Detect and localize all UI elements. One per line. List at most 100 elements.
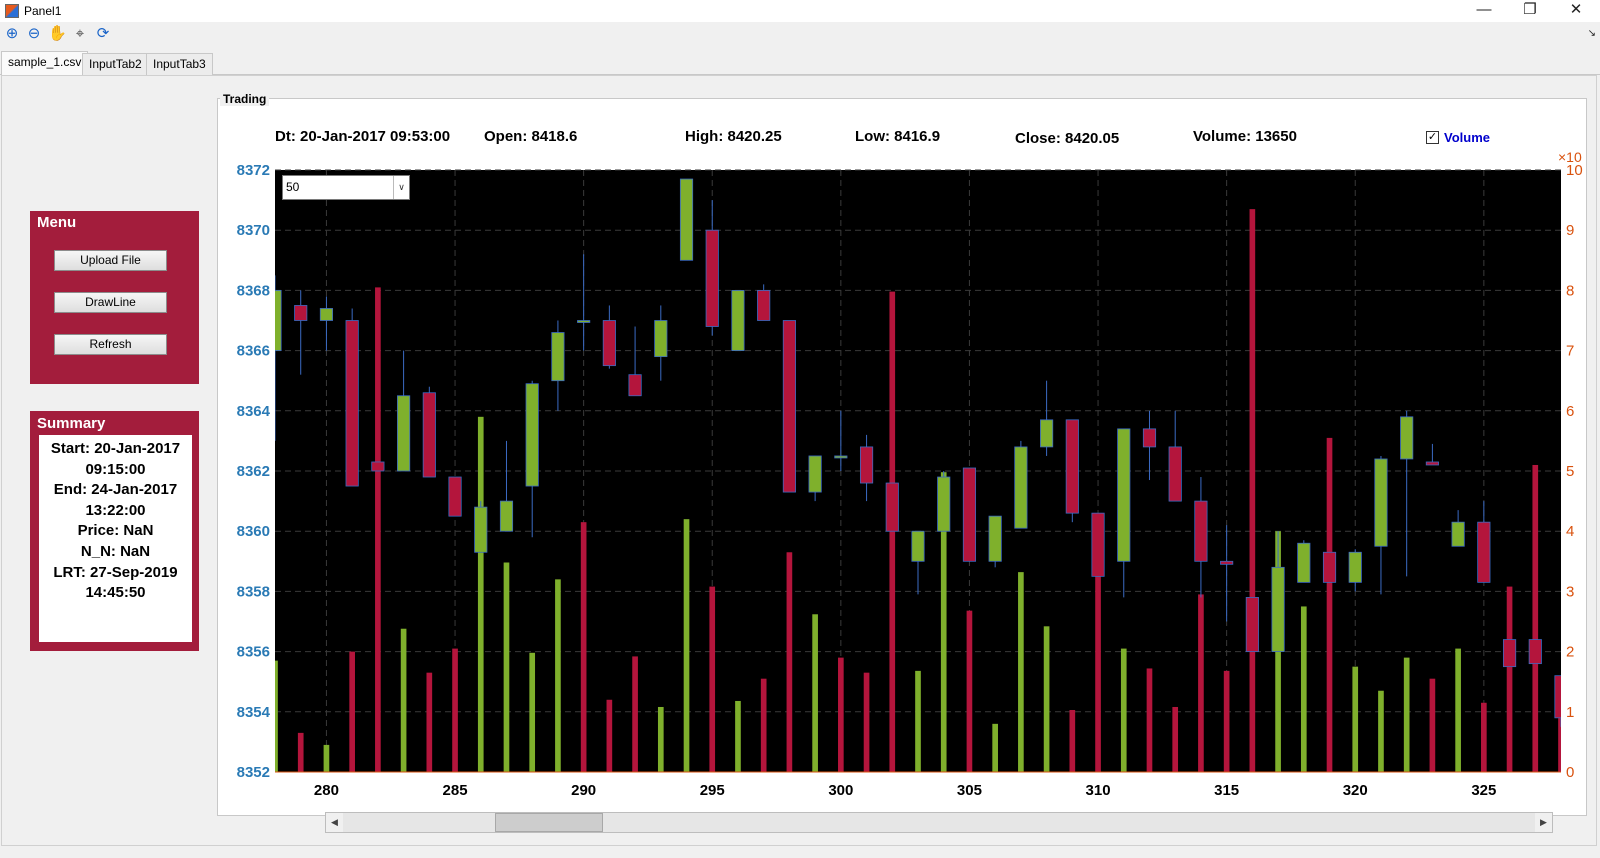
volume-bar [1095,522,1101,772]
chevron-down-icon[interactable]: ∨ [393,176,409,199]
volume-tick-label: 4 [1566,523,1574,540]
candle-body [1322,551,1337,583]
volume-tick-label: 3 [1566,583,1574,600]
volume-bar [863,672,870,772]
window-size-value: 50 [286,180,300,194]
volume-bar [1506,586,1513,772]
drawline-button[interactable]: DrawLine [54,292,167,313]
window-titlebar: Panel1 — ❐ ✕ [0,0,1600,22]
volume-bar [426,672,433,772]
candle-body [1271,566,1285,653]
candle-body [1040,419,1054,448]
window-title: Panel1 [24,4,62,18]
volume-bar [555,579,561,772]
data-cursor-icon[interactable]: ⌖ [75,25,85,42]
summary-nn: N_N: NaN [80,542,151,560]
candle-body [1065,419,1079,514]
scroll-right-icon[interactable]: ▶ [1535,813,1552,832]
volume-tick-label: 2 [1566,644,1574,661]
candle-body [397,395,411,472]
summary-start: Start: 20-Jan-2017 [50,440,181,457]
candle-body [551,332,565,382]
price-tick-label: 8352 [237,764,270,781]
zoom-out-icon[interactable]: ⊖ [27,25,41,42]
volume-tick-label: 0 [1566,764,1574,781]
candle-body [679,178,694,261]
candlestick-volume-chart[interactable]: 8352835483568358836083628364836683688370… [218,145,1586,805]
menu-panel-title: Menu [34,214,80,232]
candle-body [1245,597,1259,653]
candle-body [319,308,334,321]
tab-inputtab2[interactable]: InputTab2 [82,53,149,75]
summary-panel-title: Summary [34,415,109,433]
volume-bar [580,522,587,772]
candle-body [1348,551,1362,583]
x-tick-label: 280 [314,782,339,799]
horizontal-scrollbar[interactable]: ◀ ▶ [325,812,1553,833]
volume-bar [966,610,973,772]
candle-body [1297,542,1311,583]
volume-bar [1043,626,1050,772]
scroll-thumb[interactable] [495,813,603,832]
volume-bar [735,700,741,772]
candle-body [834,455,848,459]
refresh-button[interactable]: Refresh [54,334,167,355]
volume-bar [683,519,690,772]
candle-body [422,392,436,478]
price-tick-label: 8370 [237,222,270,239]
summary-lrt-time: 14:45:50 [85,584,146,602]
minimize-button[interactable]: — [1476,1,1492,18]
restore-button[interactable]: ❐ [1523,1,1537,18]
volume-bar [275,660,278,772]
candle-body [577,320,591,323]
volume-bar [400,628,407,772]
volume-bar [1481,702,1487,772]
volume-bar [940,472,947,772]
rotate-3d-icon[interactable]: ⟳ [96,25,110,42]
volume-bar [657,706,664,772]
tab-sample-csv[interactable]: sample_1.csv [1,51,89,76]
volume-checkbox[interactable]: ✓ [1426,131,1439,144]
matlab-app-icon [5,4,19,18]
volume-bar [1146,668,1153,772]
volume-bar [1558,678,1561,772]
tab-inputtab3[interactable]: InputTab3 [146,53,213,75]
candle-body [499,500,514,532]
price-tick-label: 8368 [237,282,270,299]
volume-bar [323,744,330,772]
candle-body [1425,461,1439,466]
volume-checkbox-label[interactable]: Volume [1444,130,1490,145]
candle-body [294,305,308,321]
candle-body [885,482,899,532]
x-tick-label: 300 [828,782,853,799]
upload-file-button[interactable]: Upload File [54,250,167,271]
zoom-in-icon[interactable]: ⊕ [5,25,19,42]
candle-body [602,320,616,367]
volume-bar [786,552,793,772]
trading-group-title: Trading [220,92,270,106]
volume-tick-label: 1 [1566,704,1574,721]
candle-body [859,446,874,484]
candle-body [1220,560,1234,565]
volume-bar [1429,678,1436,772]
volume-bar [1120,648,1127,772]
volume-tick-label: 5 [1566,463,1574,480]
info-low: Low: 8416.9 [855,128,941,145]
candle-body [1477,521,1491,583]
candle-body [1142,428,1157,448]
window-size-select[interactable]: 50 ∨ [282,175,410,200]
pan-hand-icon[interactable]: ✋ [48,25,67,42]
dock-arrow-icon[interactable]: ↘ [1587,28,1596,39]
volume-bar [375,287,381,772]
summary-start-time: 09:15:00 [85,460,146,478]
close-button[interactable]: ✕ [1569,1,1583,18]
volume-bar [297,732,304,772]
volume-bar [889,291,896,772]
scroll-left-icon[interactable]: ◀ [326,813,343,832]
candle-body [448,476,462,517]
volume-bar [1223,670,1230,772]
volume-bar [1198,594,1204,772]
candle-body [988,515,1002,562]
volume-bar [349,651,355,772]
volume-tick-label: 7 [1566,343,1574,360]
